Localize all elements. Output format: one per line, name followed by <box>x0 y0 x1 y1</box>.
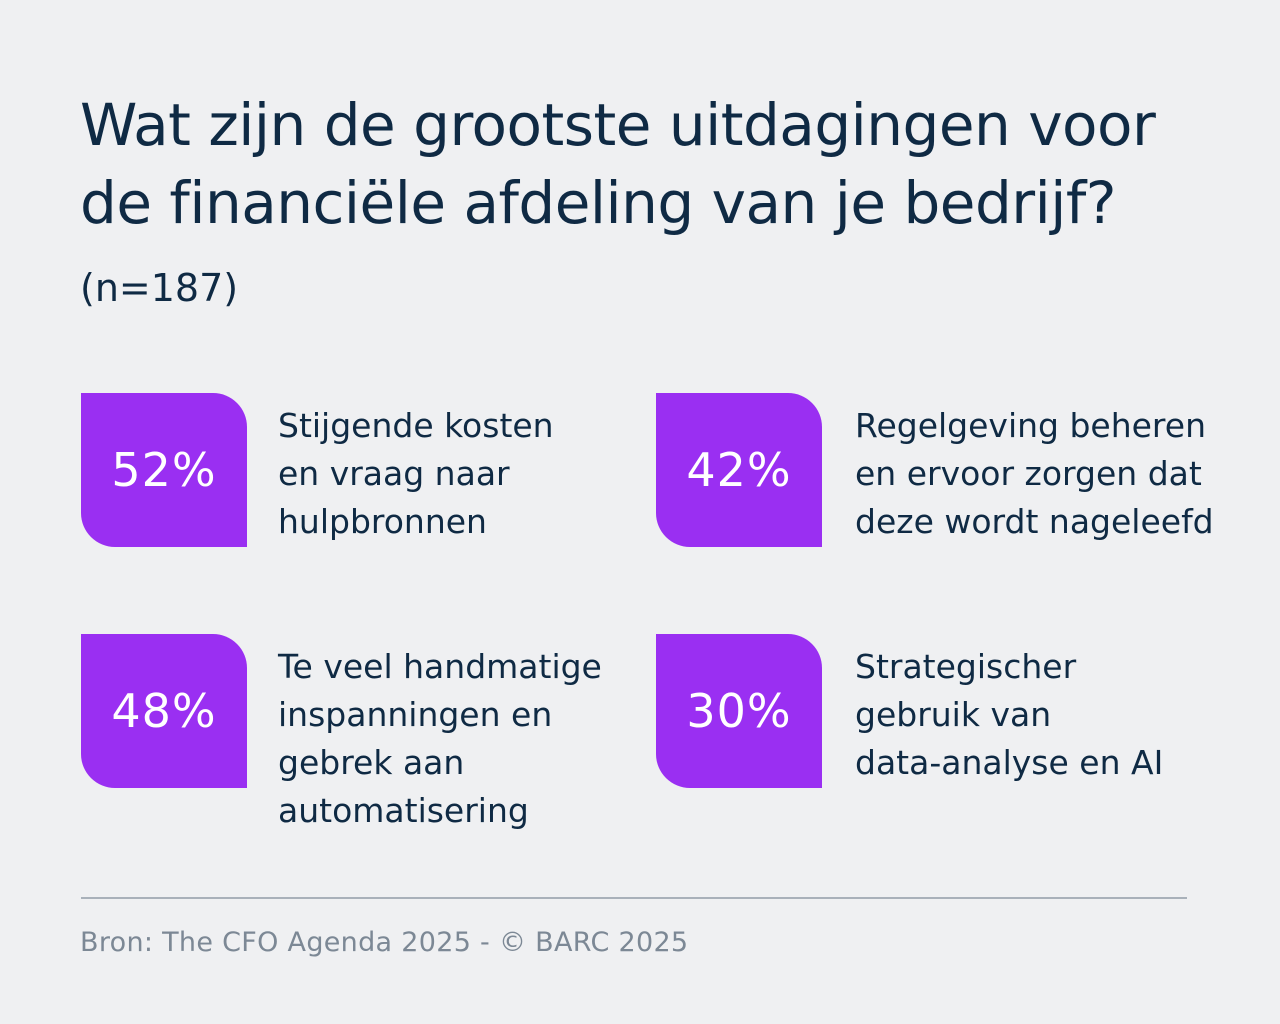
page-title: Wat zijn de grootste uitdagingen voor de… <box>80 86 1200 327</box>
stat-label-regulation: Regelgeving beheren en ervoor zorgen dat… <box>855 406 1214 541</box>
stat-badge-data-analytics: 30% <box>656 634 822 788</box>
stat-badge-regulation: 42% <box>656 393 822 547</box>
stat-label-manual-effort: Te veel handmatige inspanningen en gebre… <box>278 647 602 830</box>
footer-divider <box>81 897 1187 899</box>
title-text: Wat zijn de grootste uitdagingen voor de… <box>80 91 1156 237</box>
stat-label-rising-costs: Stijgende kosten en vraag naar hulpbronn… <box>278 406 554 541</box>
stat-badge-manual-effort: 48% <box>81 634 247 788</box>
stat-badge-rising-costs: 52% <box>81 393 247 547</box>
source-note: Bron: The CFO Agenda 2025 - © BARC 2025 <box>80 927 689 958</box>
sample-size: (n=187) <box>80 266 239 310</box>
stat-label-data-analytics: Strategischer gebruik van data-analyse e… <box>855 647 1164 782</box>
